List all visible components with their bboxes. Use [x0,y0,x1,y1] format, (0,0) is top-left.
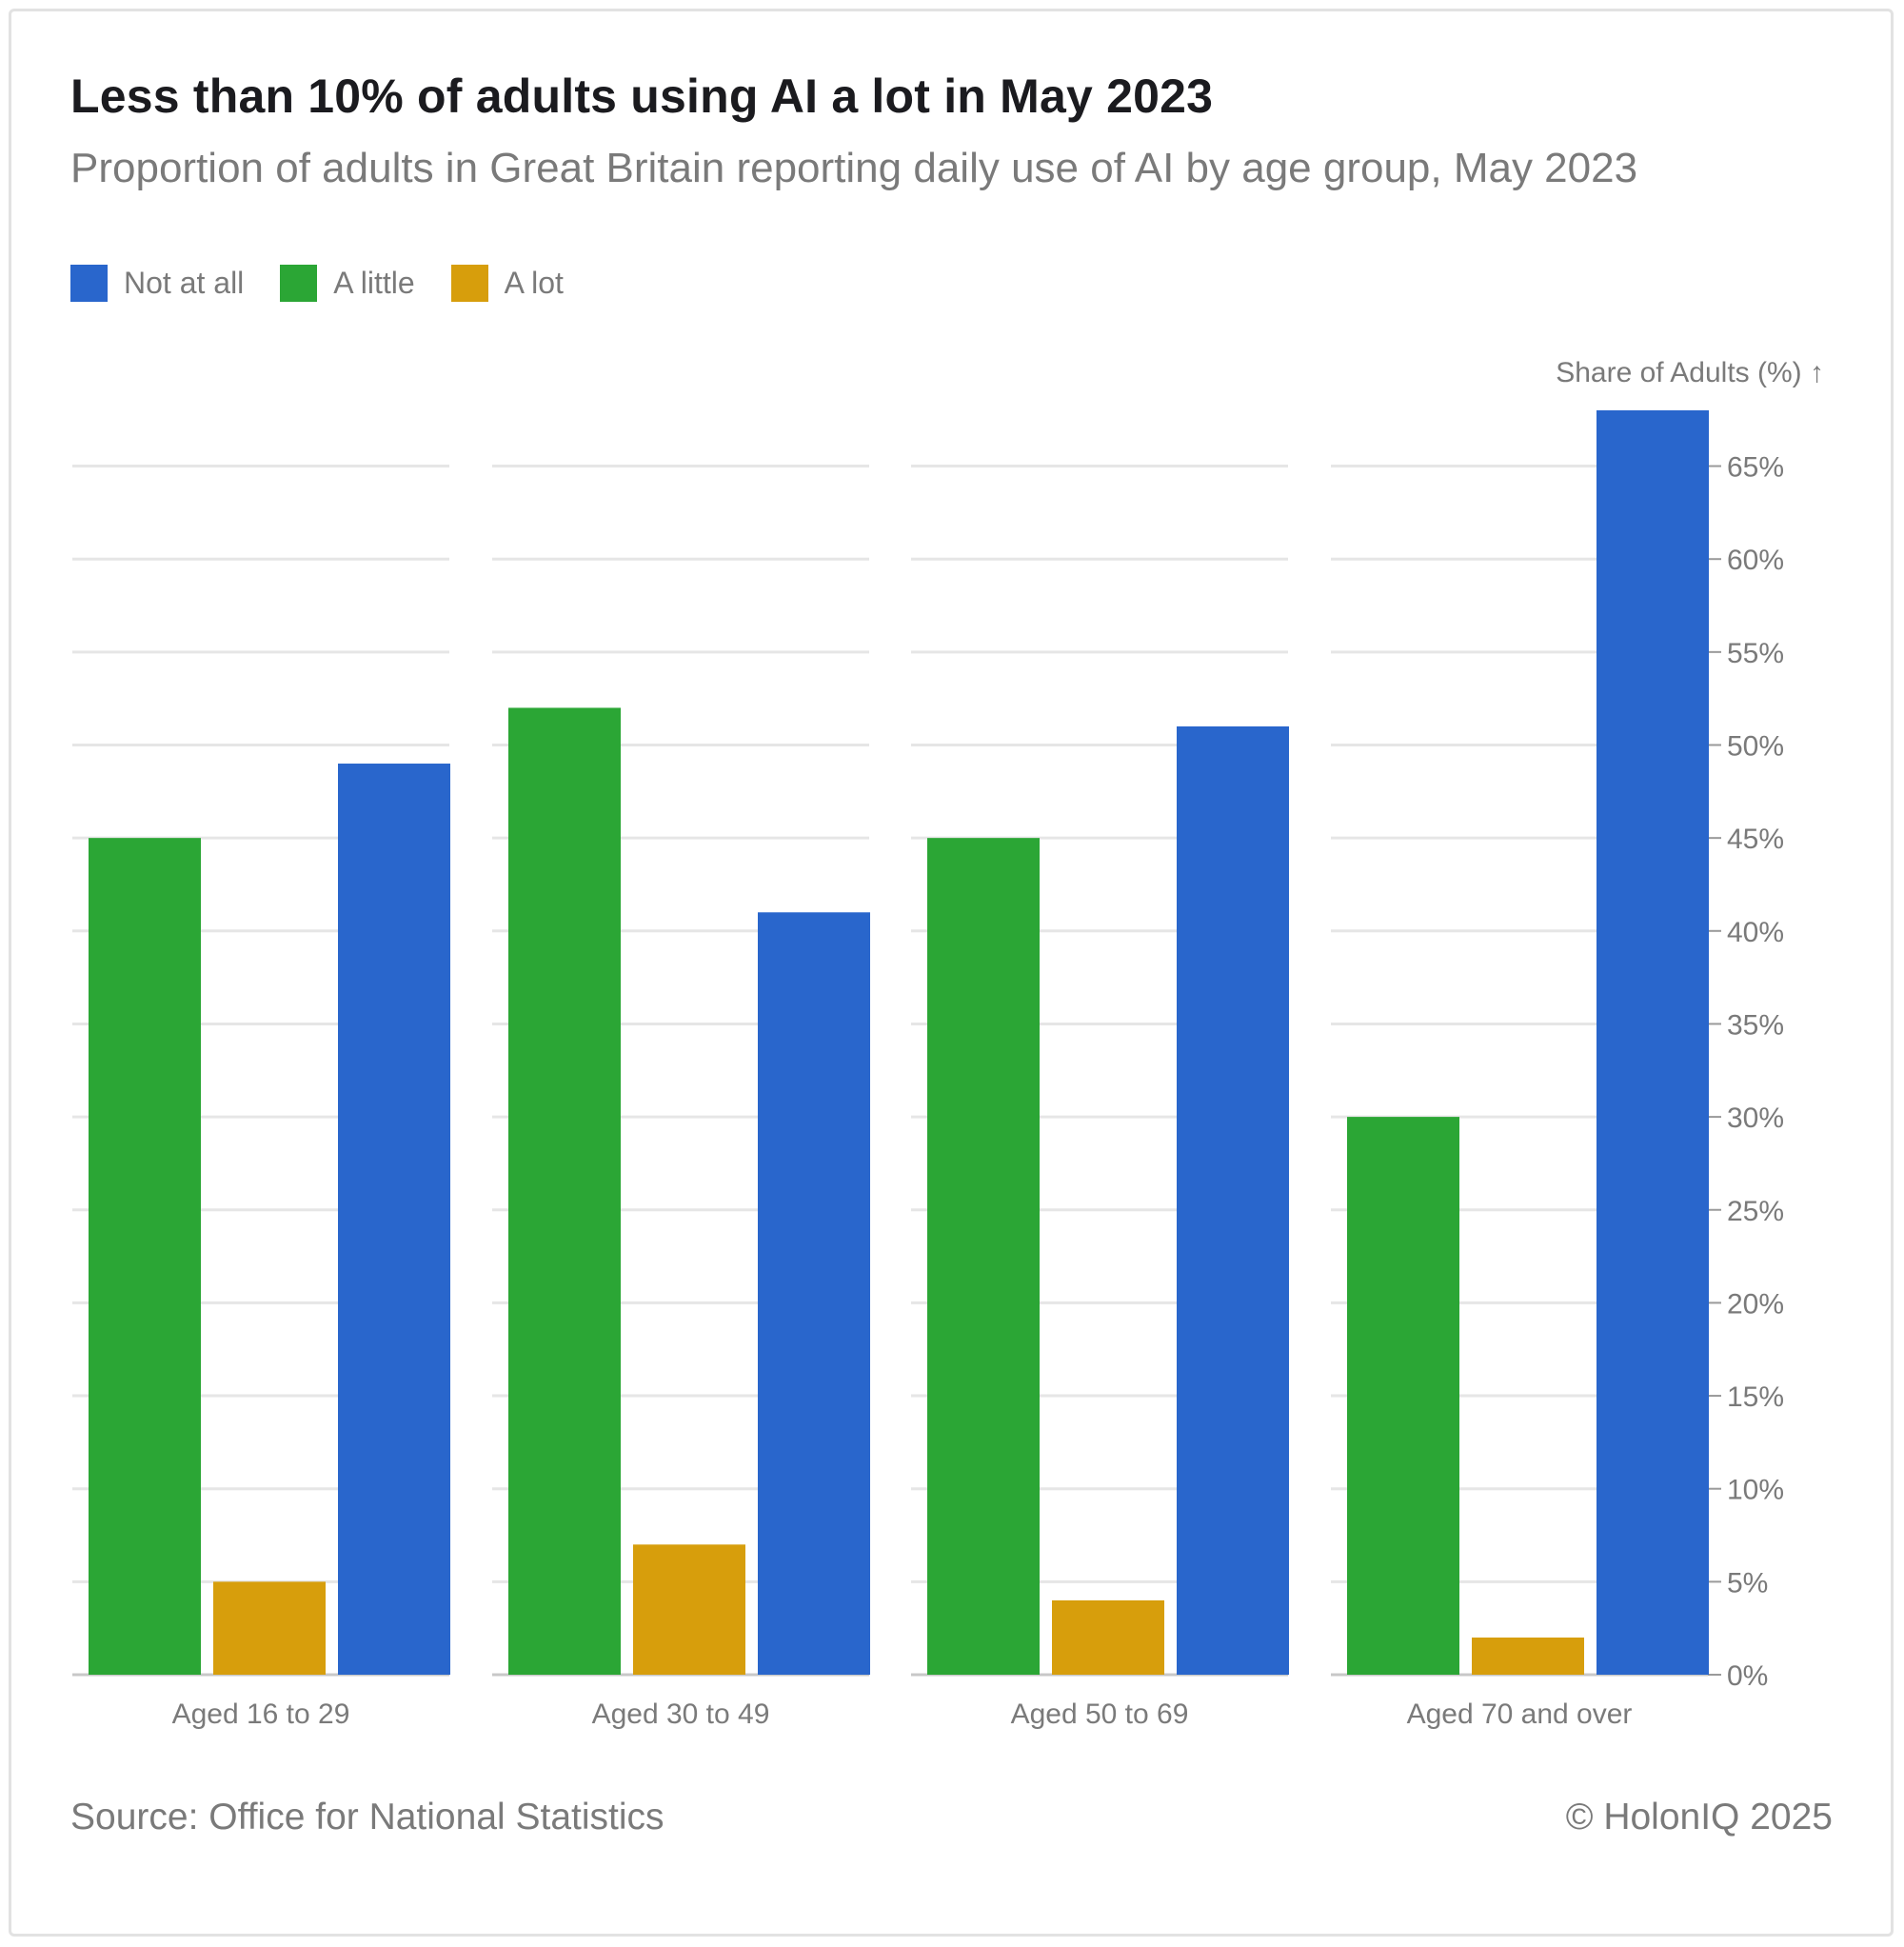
x-category-label: Aged 16 to 29 [172,1699,350,1730]
bar-not-at-all [758,912,870,1675]
y-tick-label: 10% [1727,1475,1784,1506]
y-tick-label: 30% [1727,1103,1784,1134]
legend-label-not-at-all: Not at all [124,266,245,300]
y-tick-label: 5% [1727,1567,1768,1599]
x-category-label: Aged 70 and over [1407,1699,1633,1730]
legend-swatch-a-little [280,265,318,302]
x-category-label: Aged 50 to 69 [1011,1699,1189,1730]
bar-a-lot [1052,1599,1164,1675]
y-tick-label: 55% [1727,638,1784,669]
legend-label-a-lot: A lot [504,266,564,300]
legend-swatch-not-at-all [70,265,108,302]
bar-a-lot [633,1544,745,1675]
bar-a-little [1347,1117,1459,1675]
legend-item-not-at-all: Not at all [70,265,244,302]
y-axis-title: Share of Adults (%) ↑ [1556,357,1824,388]
legend-label-a-little: A little [333,266,415,300]
bar-not-at-all [1177,725,1289,1675]
bar-a-lot [1472,1637,1584,1675]
y-tick-label: 45% [1727,824,1784,855]
y-tick-label: 35% [1727,1009,1784,1041]
bar-a-little [508,707,621,1675]
y-tick-label: 20% [1727,1288,1784,1320]
bar-not-at-all [338,764,450,1675]
legend-item-a-little: A little [280,265,415,302]
copyright-note: © HolonIQ 2025 [1565,1797,1833,1838]
y-tick-label: 40% [1727,917,1784,948]
y-tick-label: 50% [1727,731,1784,763]
y-tick-label: 65% [1727,452,1784,484]
y-tick-label: 15% [1727,1381,1784,1413]
bar-a-little [927,838,1040,1675]
chart-title: Less than 10% of adults using AI a lot i… [70,70,1214,123]
chart-subtitle: Proportion of adults in Great Britain re… [70,145,1638,191]
x-category-label: Aged 30 to 49 [592,1699,770,1730]
bar-a-little [89,838,201,1675]
legend-swatch-a-lot [450,265,488,302]
source-note: Source: Office for National Statistics [70,1797,664,1838]
y-tick-label: 0% [1727,1660,1768,1692]
y-tick-label: 60% [1727,545,1784,576]
y-tick-label: 25% [1727,1196,1784,1227]
legend-item-a-lot: A lot [450,265,564,302]
chart-legend: Not at all A little A lot [70,265,600,302]
bar-not-at-all [1597,409,1709,1676]
bar-a-lot [213,1581,326,1675]
